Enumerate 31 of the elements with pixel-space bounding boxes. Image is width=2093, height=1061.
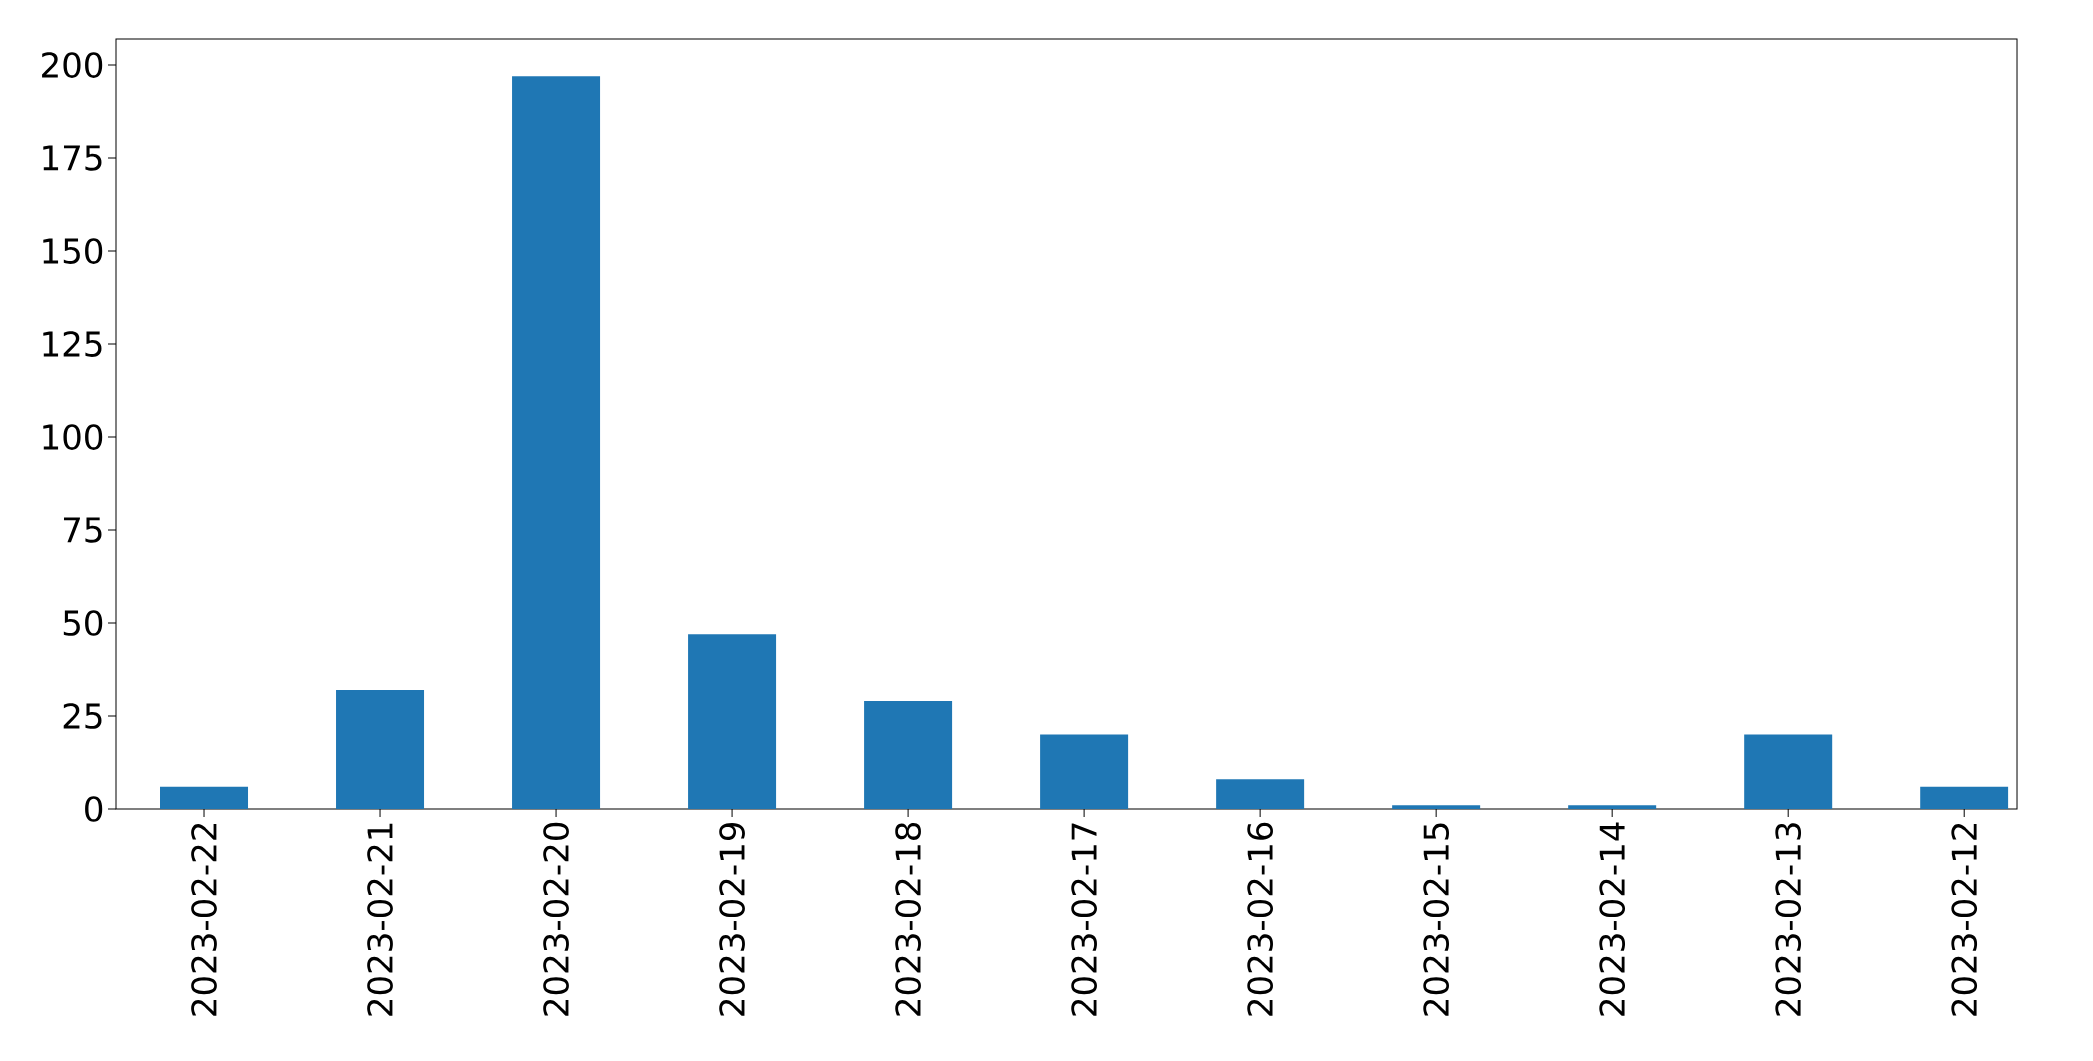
x-tick-label: 2023-02-21: [367, 823, 393, 1016]
bar: [1744, 734, 1833, 809]
y-tick-label: 25: [63, 703, 102, 729]
y-tick-label: 75: [64, 517, 102, 543]
x-tick-label: 2023-02-19: [719, 822, 745, 1016]
bar: [864, 701, 953, 809]
bar: [1568, 805, 1657, 809]
bar: [160, 786, 249, 809]
y-tick-label: 150: [43, 238, 103, 264]
x-tick-label: 2023-02-18: [895, 822, 921, 1016]
y-tick-label: 50: [63, 610, 103, 636]
y-tick-label: 100: [43, 424, 103, 450]
y-tick-label: 125: [43, 331, 102, 357]
bar: [336, 689, 425, 809]
x-tick-label: 2023-02-14: [1599, 822, 1626, 1016]
bar: [1216, 779, 1305, 809]
x-tick-label: 2023-02-15: [1423, 823, 1450, 1016]
bar: [512, 76, 601, 809]
bar: [1920, 786, 2009, 809]
y-tick-label: 0: [85, 796, 103, 822]
bar: [688, 634, 777, 809]
x-tick-label: 2023-02-20: [543, 822, 569, 1016]
x-tick-label: 2023-02-16: [1247, 822, 1273, 1016]
x-tick-label: 2023-02-13: [1775, 823, 1802, 1016]
x-tick-label: 2023-02-12: [1951, 823, 1978, 1016]
bar: [1040, 734, 1129, 809]
x-tick-label: 2023-02-22: [191, 823, 217, 1016]
y-tick-label: 175: [43, 145, 102, 171]
y-tick-label: 200: [42, 52, 103, 78]
x-tick-label: 2023-02-17: [1071, 823, 1097, 1016]
bar: [1392, 805, 1481, 809]
